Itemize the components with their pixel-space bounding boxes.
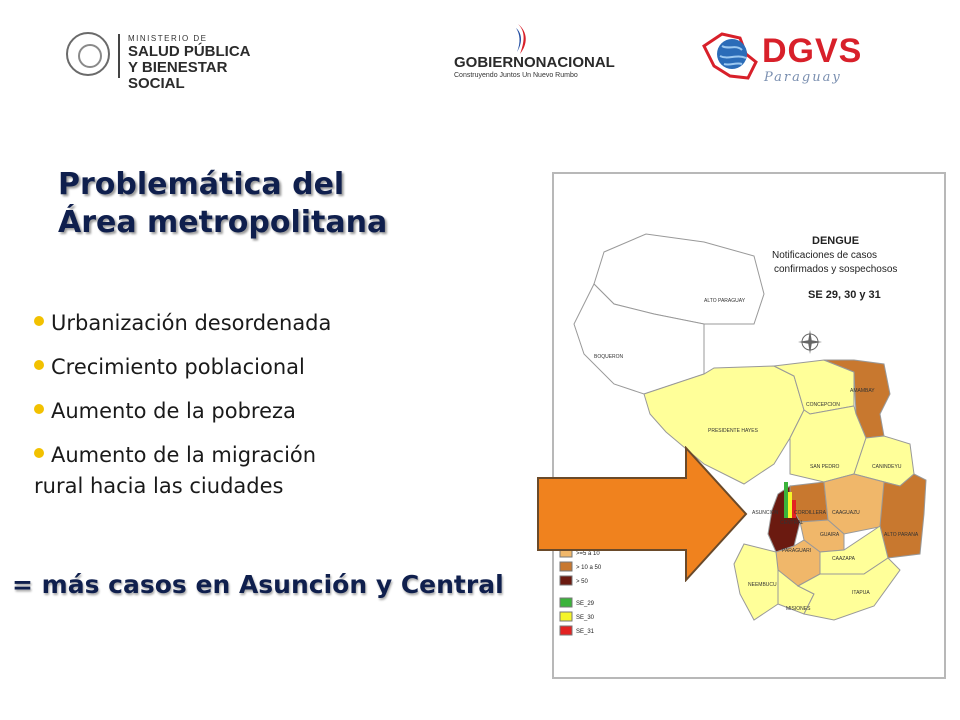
region-alto-parana [879,473,927,559]
conclusion-text: = más casos en Asunción y Central [12,570,504,599]
bullet-item: Aumento de la migración [34,440,434,484]
ministry-line2: SALUD PÚBLICA [128,43,251,60]
dgvs-name: DGVS [762,32,863,70]
region-label: CANINDEYU [872,464,902,470]
bullet-list: Urbanización desordenada Crecimiento pob… [34,308,434,500]
bullet-dot-icon [34,448,44,458]
national-seal-icon [66,32,110,76]
region-label: SAN PEDRO [810,464,840,470]
ministry-logo: MINISTERIO DE SALUD PÚBLICA Y BIENESTAR … [66,32,286,92]
bullet-text: Aumento de la migración [51,443,317,467]
legend-label: SE_29 [576,601,595,607]
legend-swatch [559,611,573,622]
gobierno-nacional-logo: GOBIERNONACIONAL Construyendo Juntos Un … [454,24,615,84]
map-title-line: DENGUE [812,235,859,247]
title-line1: Problemática del [58,167,345,202]
compass-icon [798,330,822,354]
bullet-text: Aumento de la pobreza [51,399,296,423]
region-label: PARAGUARI [782,548,811,554]
dengue-map: DENGUE Notificaciones de casos confirmad… [552,172,946,679]
legend-swatch [559,561,573,572]
map-title-line: Notificaciones de casos [772,250,877,261]
legend-swatch [559,597,573,608]
bar-se29 [784,482,788,518]
legend-label: > 50 [576,579,589,585]
ministry-line1: MINISTERIO DE [128,34,208,43]
bullet-text: Crecimiento poblacional [51,355,305,379]
legend-swatch [559,625,573,636]
dgvs-logo: DGVS Paraguay [700,26,880,90]
legend-label: SE_31 [576,629,595,635]
bar-se30 [788,492,792,518]
region-label: CAAZAPA [832,556,856,562]
ministry-line3: Y BIENESTAR SOCIAL [128,59,228,92]
region-label: CAAGUAZU [832,510,860,516]
region-neembucu [733,543,779,621]
bullet-dot-icon [34,316,44,326]
region-label: MISIONES [786,606,811,612]
bullet-text: Urbanización desordenada [51,311,332,335]
region-label: CONCEPCION [806,402,840,408]
region-label: CENTRAL [780,520,804,526]
region-label: AMAMBAY [850,388,875,394]
map-title: DENGUE Notificaciones de casos confirmad… [772,235,897,301]
dgvs-country: Paraguay [764,70,842,85]
legend-label: SE_30 [576,615,595,621]
legend-label: > 10 a 50 [576,565,602,571]
region-label: BOQUERON [594,354,624,360]
region-label: CORDILLERA [794,510,827,516]
bar-se31 [792,500,796,518]
globe-map-icon [702,32,758,80]
gobierno-tagline: Construyendo Juntos Un Nuevo Rumbo [454,72,578,79]
region-label: PRESIDENTE HAYES [708,428,759,434]
map-title-line: confirmados y sospechosos [774,264,897,275]
region-label: ITAPUA [852,590,870,596]
bullet-dot-icon [34,404,44,414]
region-label: GUAIRA [820,532,840,538]
region-label: ASUNCION [752,510,779,516]
region-label: ALTO PARANA [884,532,919,538]
slide-title: Problemática del Área metropolitana [58,166,387,242]
map-title-line: SE 29, 30 y 31 [808,289,881,301]
gobierno-name: GOBIERNONACIONAL [454,54,615,71]
legend-swatch [559,575,573,586]
bullet-item: Aumento de la pobreza [34,396,434,440]
bullet-continuation: rural hacia las ciudades [34,474,284,498]
region-label: ALTO PARAGUAY [704,298,746,304]
flag-swoosh-icon [516,24,526,54]
bullet-dot-icon [34,360,44,370]
region-itapua [796,557,901,621]
title-line2: Área metropolitana [58,205,388,240]
region-san-pedro [789,405,867,483]
logo-divider [118,34,120,78]
paraguay-map-svg: DENGUE Notificaciones de casos confirmad… [559,233,927,636]
bullet-item: Crecimiento poblacional [34,352,434,396]
region-amambay [823,359,891,439]
legend-label: >=5 a 10 [576,551,600,557]
region-label: NEEMBUCU [748,582,777,588]
bullet-item: Urbanización desordenada [34,308,434,352]
orange-arrow-icon [537,446,748,582]
region-labels: ALTO PARAGUAY BOQUERON PRESIDENTE HAYES … [594,298,919,612]
